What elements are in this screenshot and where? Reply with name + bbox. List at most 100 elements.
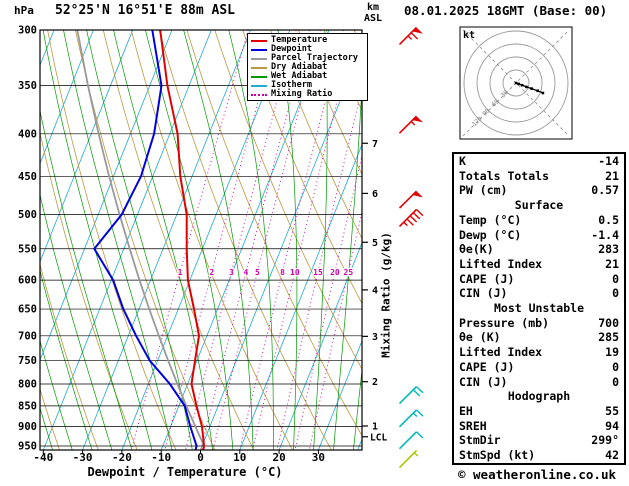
row-value: 0 [612, 271, 619, 286]
row-label: StmSpd (kt) [459, 448, 536, 463]
svg-text:-10: -10 [151, 451, 171, 464]
svg-text:1: 1 [372, 421, 378, 432]
row-value: 0.5 [598, 212, 619, 227]
svg-text:400: 400 [18, 128, 37, 140]
wet-adiabat-line-swatch [251, 75, 267, 78]
indices-table: K -14 Totals Totals 21 PW (cm) 0.57 Surface… [452, 152, 626, 465]
svg-text:700: 700 [18, 330, 37, 342]
temperature-line-swatch [251, 39, 267, 42]
svg-text:950: 950 [18, 441, 37, 453]
row-label: CAPE (J) [459, 359, 515, 374]
svg-text:750: 750 [18, 355, 37, 367]
table-row: θe(K) 283 [454, 242, 624, 257]
legend-label: Mixing Ratio [271, 89, 333, 99]
svg-text:5: 5 [255, 268, 260, 277]
asl-axis-label: ASL [364, 13, 383, 24]
svg-text:20: 20 [330, 268, 340, 277]
table-row: Dewp (°C) -1.4 [454, 228, 624, 243]
row-label: CIN (J) [459, 286, 508, 301]
row-value: 700 [598, 315, 619, 330]
hodograph-ring [463, 30, 569, 136]
table-row: Lifted Index 19 [454, 345, 624, 360]
row-value: 0 [612, 359, 619, 374]
svg-text:450: 450 [18, 171, 37, 183]
row-label: Lifted Index [459, 345, 543, 360]
row-value: 42 [605, 448, 619, 463]
svg-text:6: 6 [372, 189, 378, 200]
wind-barb [398, 208, 418, 227]
km-axis-label: km [367, 2, 380, 13]
wind-barb [398, 386, 418, 405]
svg-text:900: 900 [18, 421, 37, 433]
svg-text:20: 20 [272, 451, 285, 464]
table-row: SREH 94 [454, 419, 624, 434]
legend: Temperature Dewpoint Parcel Trajectory D… [247, 33, 368, 101]
wind-barb [398, 450, 418, 469]
row-value: 0 [612, 374, 619, 389]
svg-text:10: 10 [233, 451, 246, 464]
svg-text:10: 10 [290, 268, 300, 277]
wind-barb [398, 409, 418, 428]
svg-text:-20: -20 [112, 451, 132, 464]
lcl-label: LCL [370, 432, 387, 443]
row-value: 19 [605, 345, 619, 360]
svg-text:550: 550 [18, 243, 37, 255]
svg-text:7: 7 [372, 139, 378, 150]
svg-text:8: 8 [280, 268, 285, 277]
row-value: 55 [605, 403, 619, 418]
wind-barb [398, 431, 418, 450]
svg-text:25: 25 [344, 268, 354, 277]
legend-label: Temperature [271, 35, 328, 45]
table-row: CAPE (J) 0 [454, 360, 624, 375]
table-row: EH 55 [454, 404, 624, 419]
parcel-trajectory-curve [76, 30, 206, 450]
svg-text:2: 2 [209, 268, 214, 277]
temperature-curve [159, 30, 206, 450]
svg-text:4: 4 [244, 268, 249, 277]
row-value: 94 [605, 418, 619, 433]
row-label: CIN (J) [459, 374, 508, 389]
table-row: K -14 [454, 154, 624, 169]
row-label: θe (K) [459, 330, 501, 345]
most-unstable-section-header: Most Unstable [493, 301, 584, 316]
table-row: CAPE (J) 0 [454, 272, 624, 287]
table-row: CIN (J) 0 [454, 286, 624, 301]
x-axis-title: Dewpoint / Temperature (°C) [87, 465, 283, 479]
svg-text:500: 500 [18, 209, 37, 221]
legend-item-dewpoint: Dewpoint [251, 45, 364, 54]
dewpoint-curve [93, 30, 198, 450]
row-value: 0 [612, 286, 619, 301]
row-value: 21 [605, 256, 619, 271]
row-label: SREH [459, 418, 487, 433]
copyright-link[interactable]: © weatheronline.co.uk [457, 467, 617, 482]
row-label: PW (cm) [459, 183, 508, 198]
hodograph-ring [502, 69, 530, 97]
dewpoint-line-swatch [251, 48, 267, 51]
row-label: Pressure (mb) [459, 315, 550, 330]
legend-label: Dry Adiabat [271, 62, 328, 72]
svg-text:-40: -40 [33, 451, 53, 464]
hodograph-unit-label: kt [463, 30, 475, 41]
row-label: StmDir [459, 433, 501, 448]
sounding-profiles [76, 30, 206, 450]
table-row: Totals Totals 21 [454, 169, 624, 184]
pressure-unit-label: hPa [14, 4, 34, 17]
row-label: Temp (°C) [459, 212, 522, 227]
legend-label: Dewpoint [271, 44, 312, 54]
svg-text:1: 1 [178, 268, 183, 277]
table-row: Temp (°C) 0.5 [454, 213, 624, 228]
legend-label: Parcel Trajectory [271, 53, 358, 63]
row-label: K [459, 154, 466, 168]
legend-item-temperature: Temperature [251, 36, 364, 45]
row-value: 299° [591, 433, 619, 448]
svg-text:4: 4 [372, 285, 378, 296]
hodograph-ring [489, 56, 543, 110]
legend-item-dry-adiabat: Dry Adiabat [251, 63, 364, 72]
svg-text:5: 5 [372, 238, 378, 249]
station-title: 52°25'N 16°51'E 88m ASL [55, 3, 236, 18]
surface-section-header: Surface [514, 198, 564, 213]
svg-text:30: 30 [312, 451, 325, 464]
